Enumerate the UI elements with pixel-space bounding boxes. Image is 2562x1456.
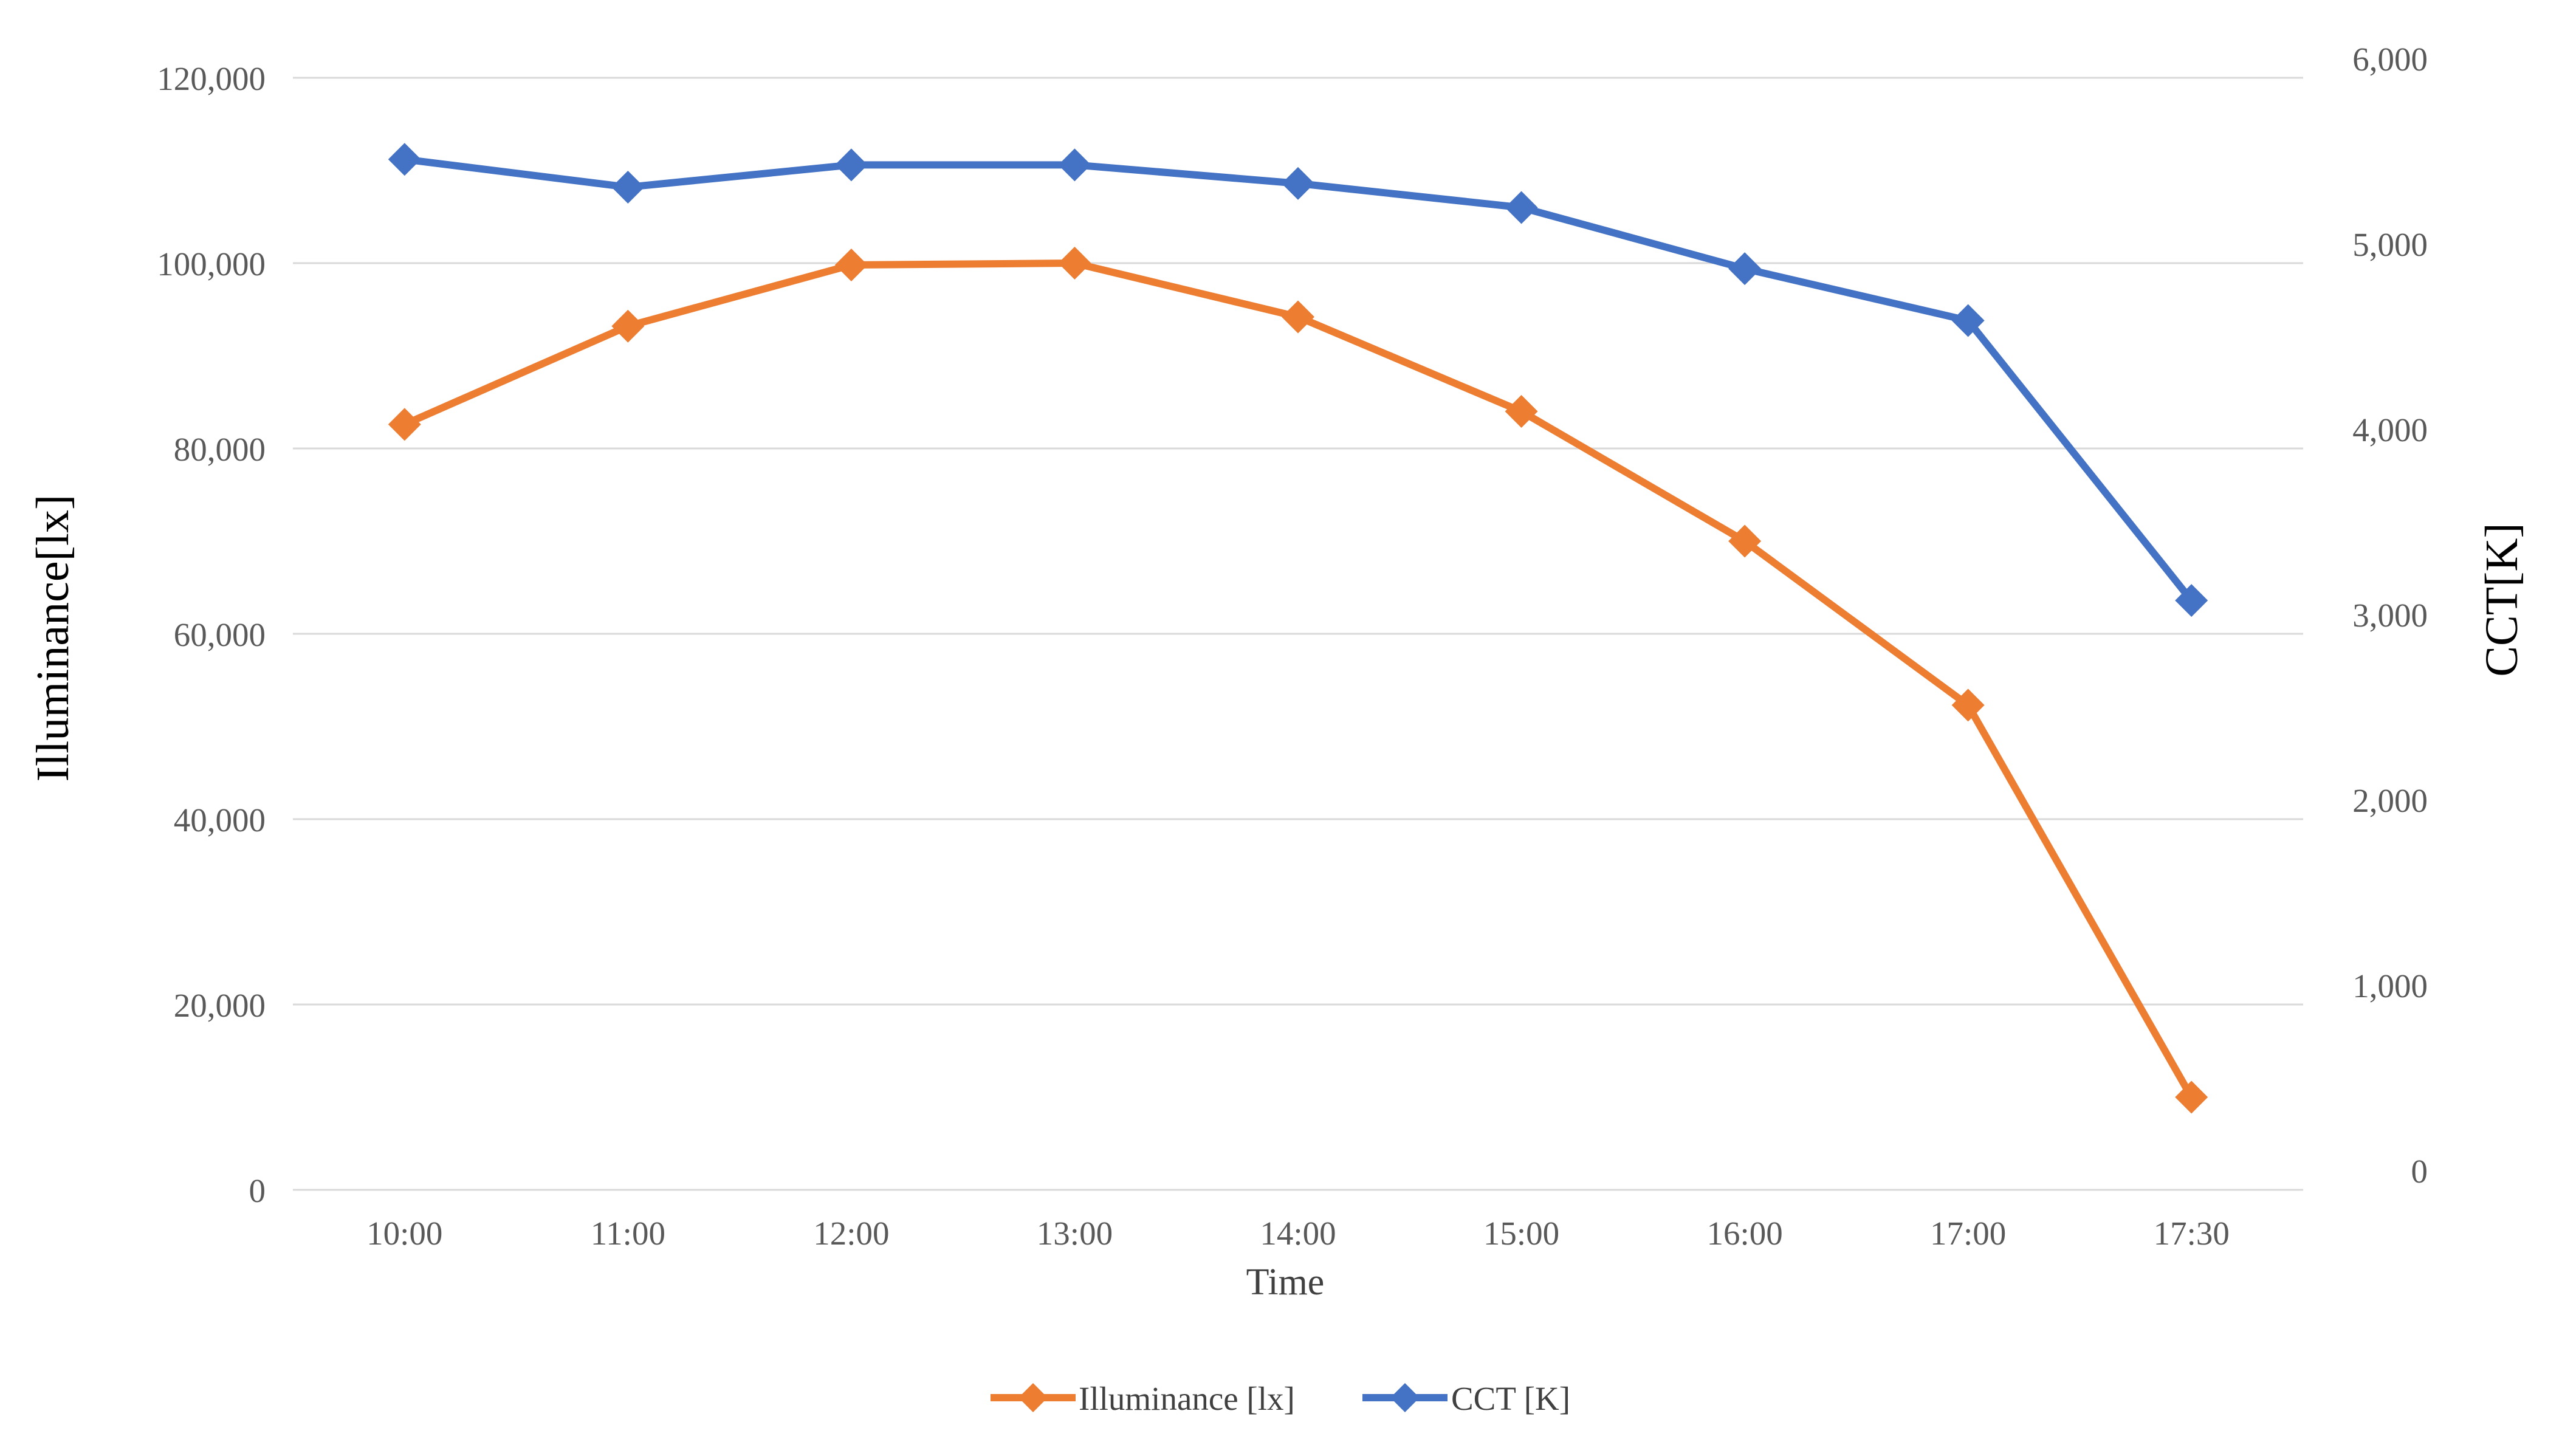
illuminance-point xyxy=(1728,524,1762,558)
y-right-tick-label: 4,000 xyxy=(2352,411,2428,448)
x-tick-label: 14:00 xyxy=(1260,1215,1336,1252)
y-right-tick-label: 5,000 xyxy=(2352,226,2428,263)
cct-point xyxy=(1951,304,1985,337)
y-axis-left-title: Illuminance[lx] xyxy=(27,495,78,782)
illuminance-series-line xyxy=(400,259,2196,1101)
legend-illuminance-marker xyxy=(1018,1383,1048,1412)
legend: Illuminance [lx] CCT [K] xyxy=(991,1380,1570,1417)
y-left-tick-label: 40,000 xyxy=(174,802,266,839)
y-right-tick-label: 3,000 xyxy=(2352,597,2428,634)
y-left-tick-label: 80,000 xyxy=(174,431,266,468)
legend-illuminance-label: Illuminance [lx] xyxy=(1079,1380,1295,1417)
legend-cct-label: CCT [K] xyxy=(1451,1380,1570,1417)
x-tick-label: 12:00 xyxy=(813,1215,889,1252)
cct-series-line xyxy=(400,156,2196,605)
x-tick-label: 10:00 xyxy=(366,1215,442,1252)
y-right-tick-label: 2,000 xyxy=(2352,782,2428,819)
cct-point xyxy=(834,148,868,182)
illuminance-point xyxy=(1282,300,1314,334)
x-axis-title: Time xyxy=(1246,1262,1325,1303)
left-axis-ticks: 0 20,000 40,000 60,000 80,000 100,000 120,000 xyxy=(157,60,266,1209)
x-axis-ticks: 10:00 11:00 12:00 13:00 14:00 15:00 16:00 17:00… xyxy=(366,1215,2230,1252)
illuminance-point xyxy=(611,309,645,343)
x-tick-label: 13:00 xyxy=(1037,1215,1113,1252)
y-left-tick-label: 120,000 xyxy=(157,60,266,97)
y-left-tick-label: 0 xyxy=(249,1172,266,1209)
right-axis-ticks: 0 1,000 2,000 3,000 4,000 5,000 6,000 xyxy=(2352,41,2428,1190)
illuminance-point xyxy=(388,408,421,441)
cct-point xyxy=(2175,584,2208,617)
x-tick-label: 15:00 xyxy=(1483,1215,1559,1252)
cct-point xyxy=(1728,252,1762,286)
illuminance-point xyxy=(1951,689,1985,722)
cct-point xyxy=(388,143,421,176)
y-left-tick-label: 20,000 xyxy=(174,987,266,1024)
illuminance-point xyxy=(1058,247,1091,280)
cct-point xyxy=(611,170,645,204)
y-left-tick-label: 60,000 xyxy=(174,616,266,653)
x-tick-label: 16:00 xyxy=(1706,1215,1782,1252)
y-right-tick-label: 0 xyxy=(2411,1153,2428,1190)
x-tick-label: 11:00 xyxy=(591,1215,665,1252)
illuminance-point xyxy=(834,249,868,282)
series-layer xyxy=(388,143,2208,1114)
y-left-tick-label: 100,000 xyxy=(157,246,266,283)
cct-point xyxy=(1058,148,1091,182)
cct-point xyxy=(1282,167,1314,200)
cct-point xyxy=(1505,191,1538,224)
x-tick-label: 17:00 xyxy=(1930,1215,2006,1252)
y-axis-right-title: CCT[K] xyxy=(2476,523,2527,676)
legend-cct-marker xyxy=(1390,1383,1420,1412)
y-right-tick-label: 1,000 xyxy=(2352,967,2428,1004)
y-right-tick-label: 6,000 xyxy=(2352,41,2428,78)
x-tick-label: 17:30 xyxy=(2154,1215,2230,1252)
gridlines xyxy=(293,77,2303,1191)
illuminance-point xyxy=(1505,395,1538,428)
illuminance-point xyxy=(2175,1080,2208,1114)
